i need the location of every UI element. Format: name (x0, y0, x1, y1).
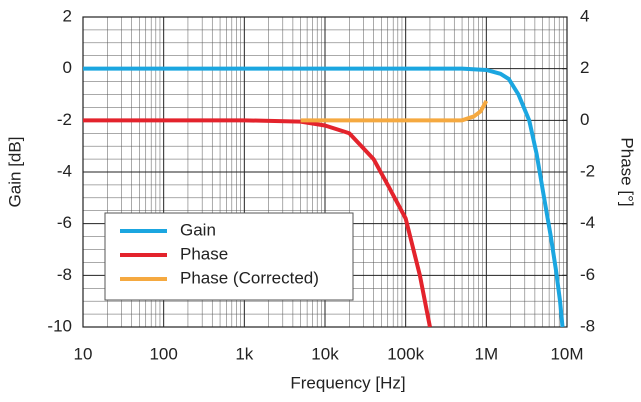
y2-tick-label: -8 (580, 316, 595, 335)
series-line (83, 118, 432, 327)
legend-label: Phase (180, 244, 228, 263)
y-axis-label: Gain [dB] (5, 137, 24, 208)
y-tick-label: -10 (47, 316, 72, 335)
x-tick-label: 10M (550, 344, 583, 363)
y-tick-label: -4 (57, 161, 72, 180)
x-axis-label: Frequency [Hz] (290, 373, 405, 392)
y2-tick-label: 4 (580, 6, 589, 25)
y2-tick-label: 2 (580, 58, 589, 77)
y2-tick-label: -4 (580, 213, 595, 232)
y2-tick-label: -6 (580, 265, 595, 284)
x-tick-label: 100k (387, 344, 424, 363)
y2-tick-label: -2 (580, 161, 595, 180)
y2-tick-label: 0 (580, 110, 589, 129)
x-tick-label: 10k (311, 344, 339, 363)
x-tick-label: 1M (475, 344, 499, 363)
x-tick-label: 10 (74, 344, 93, 363)
y-tick-label: -6 (57, 213, 72, 232)
y-tick-label: -2 (57, 110, 72, 129)
y-tick-label: 2 (63, 6, 72, 25)
x-tick-label: 1k (235, 344, 253, 363)
y2-axis-label: Phase [°] (618, 137, 637, 206)
series-line (300, 99, 489, 123)
legend-label: Gain (180, 220, 216, 239)
x-tick-label: 100 (149, 344, 177, 363)
plot-frame (82, 16, 568, 328)
series-line (83, 66, 565, 327)
y-tick-label: -8 (57, 265, 72, 284)
y-tick-label: 0 (63, 58, 72, 77)
legend-label: Phase (Corrected) (180, 268, 319, 287)
